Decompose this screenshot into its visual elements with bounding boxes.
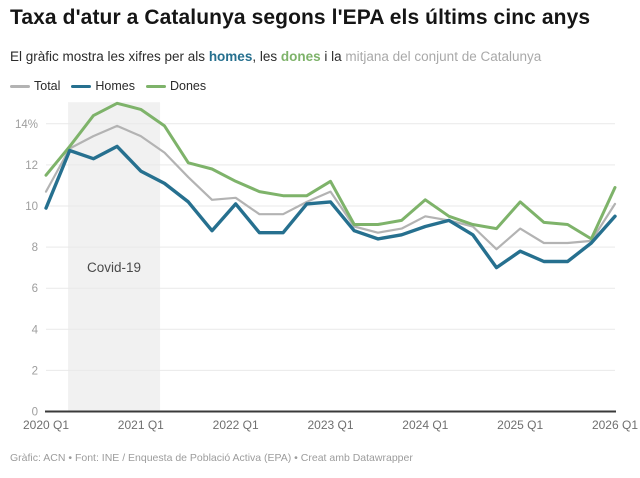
- x-axis-tick-label: 2024 Q1: [402, 418, 448, 432]
- line-series-dones: [44, 101, 617, 241]
- x-axis-tick-label: 2023 Q1: [307, 418, 353, 432]
- y-axis-tick-label: 0: [32, 407, 38, 419]
- subtitle-text: El gràfic mostra les xifres per als: [10, 49, 209, 64]
- dones-line-swatch: [146, 84, 166, 88]
- total-line-swatch: [10, 84, 30, 88]
- line-series-homes: [44, 144, 617, 270]
- legend-item-homes: Homes: [71, 79, 135, 93]
- subtitle-text: i la: [320, 49, 346, 64]
- legend-label-total: Total: [34, 79, 61, 93]
- legend-label-dones: Dones: [170, 79, 207, 93]
- homes-line-swatch: [71, 84, 92, 88]
- y-axis-tick-label: 4: [32, 324, 39, 336]
- x-axis-tick-label: 2021 Q1: [118, 418, 164, 432]
- x-axis-tick-label: 2020 Q1: [23, 418, 69, 432]
- chart-subtitle: El gràfic mostra les xifres per als home…: [10, 49, 634, 64]
- line-series-total: [44, 124, 617, 251]
- y-axis-tick-label: 14%: [15, 119, 38, 131]
- legend-label-homes: Homes: [95, 79, 135, 93]
- y-axis-tick-label: 8: [32, 242, 38, 254]
- legend-item-total: Total: [10, 79, 60, 93]
- chart-title: Taxa d'atur a Catalunya segons l'EPA els…: [10, 6, 591, 29]
- subtitle-homes-highlight: homes: [208, 49, 253, 64]
- covid-annotation-label: Covid-19: [87, 260, 141, 275]
- legend-item-dones: Dones: [146, 79, 206, 93]
- subtitle-text: , les: [252, 49, 281, 64]
- x-axis-tick-label: 2026 Q1: [592, 418, 638, 432]
- chart-credit: Gràfic: ACN • Font: INE / Enquesta de Po…: [10, 452, 413, 464]
- y-axis-tick-label: 12: [25, 160, 38, 172]
- y-axis-tick-label: 6: [32, 283, 38, 295]
- x-axis-tick-label: 2025 Q1: [497, 418, 543, 432]
- chart-legend: Total Homes Dones: [10, 79, 206, 93]
- y-axis-tick-label: 10: [25, 201, 38, 213]
- y-axis-tick-label: 2: [32, 365, 38, 377]
- subtitle-dones-highlight: dones: [280, 49, 321, 64]
- x-axis-tick-label: 2022 Q1: [213, 418, 259, 432]
- subtitle-mitjana-highlight: mitjana del conjunt de Catalunya: [345, 49, 542, 64]
